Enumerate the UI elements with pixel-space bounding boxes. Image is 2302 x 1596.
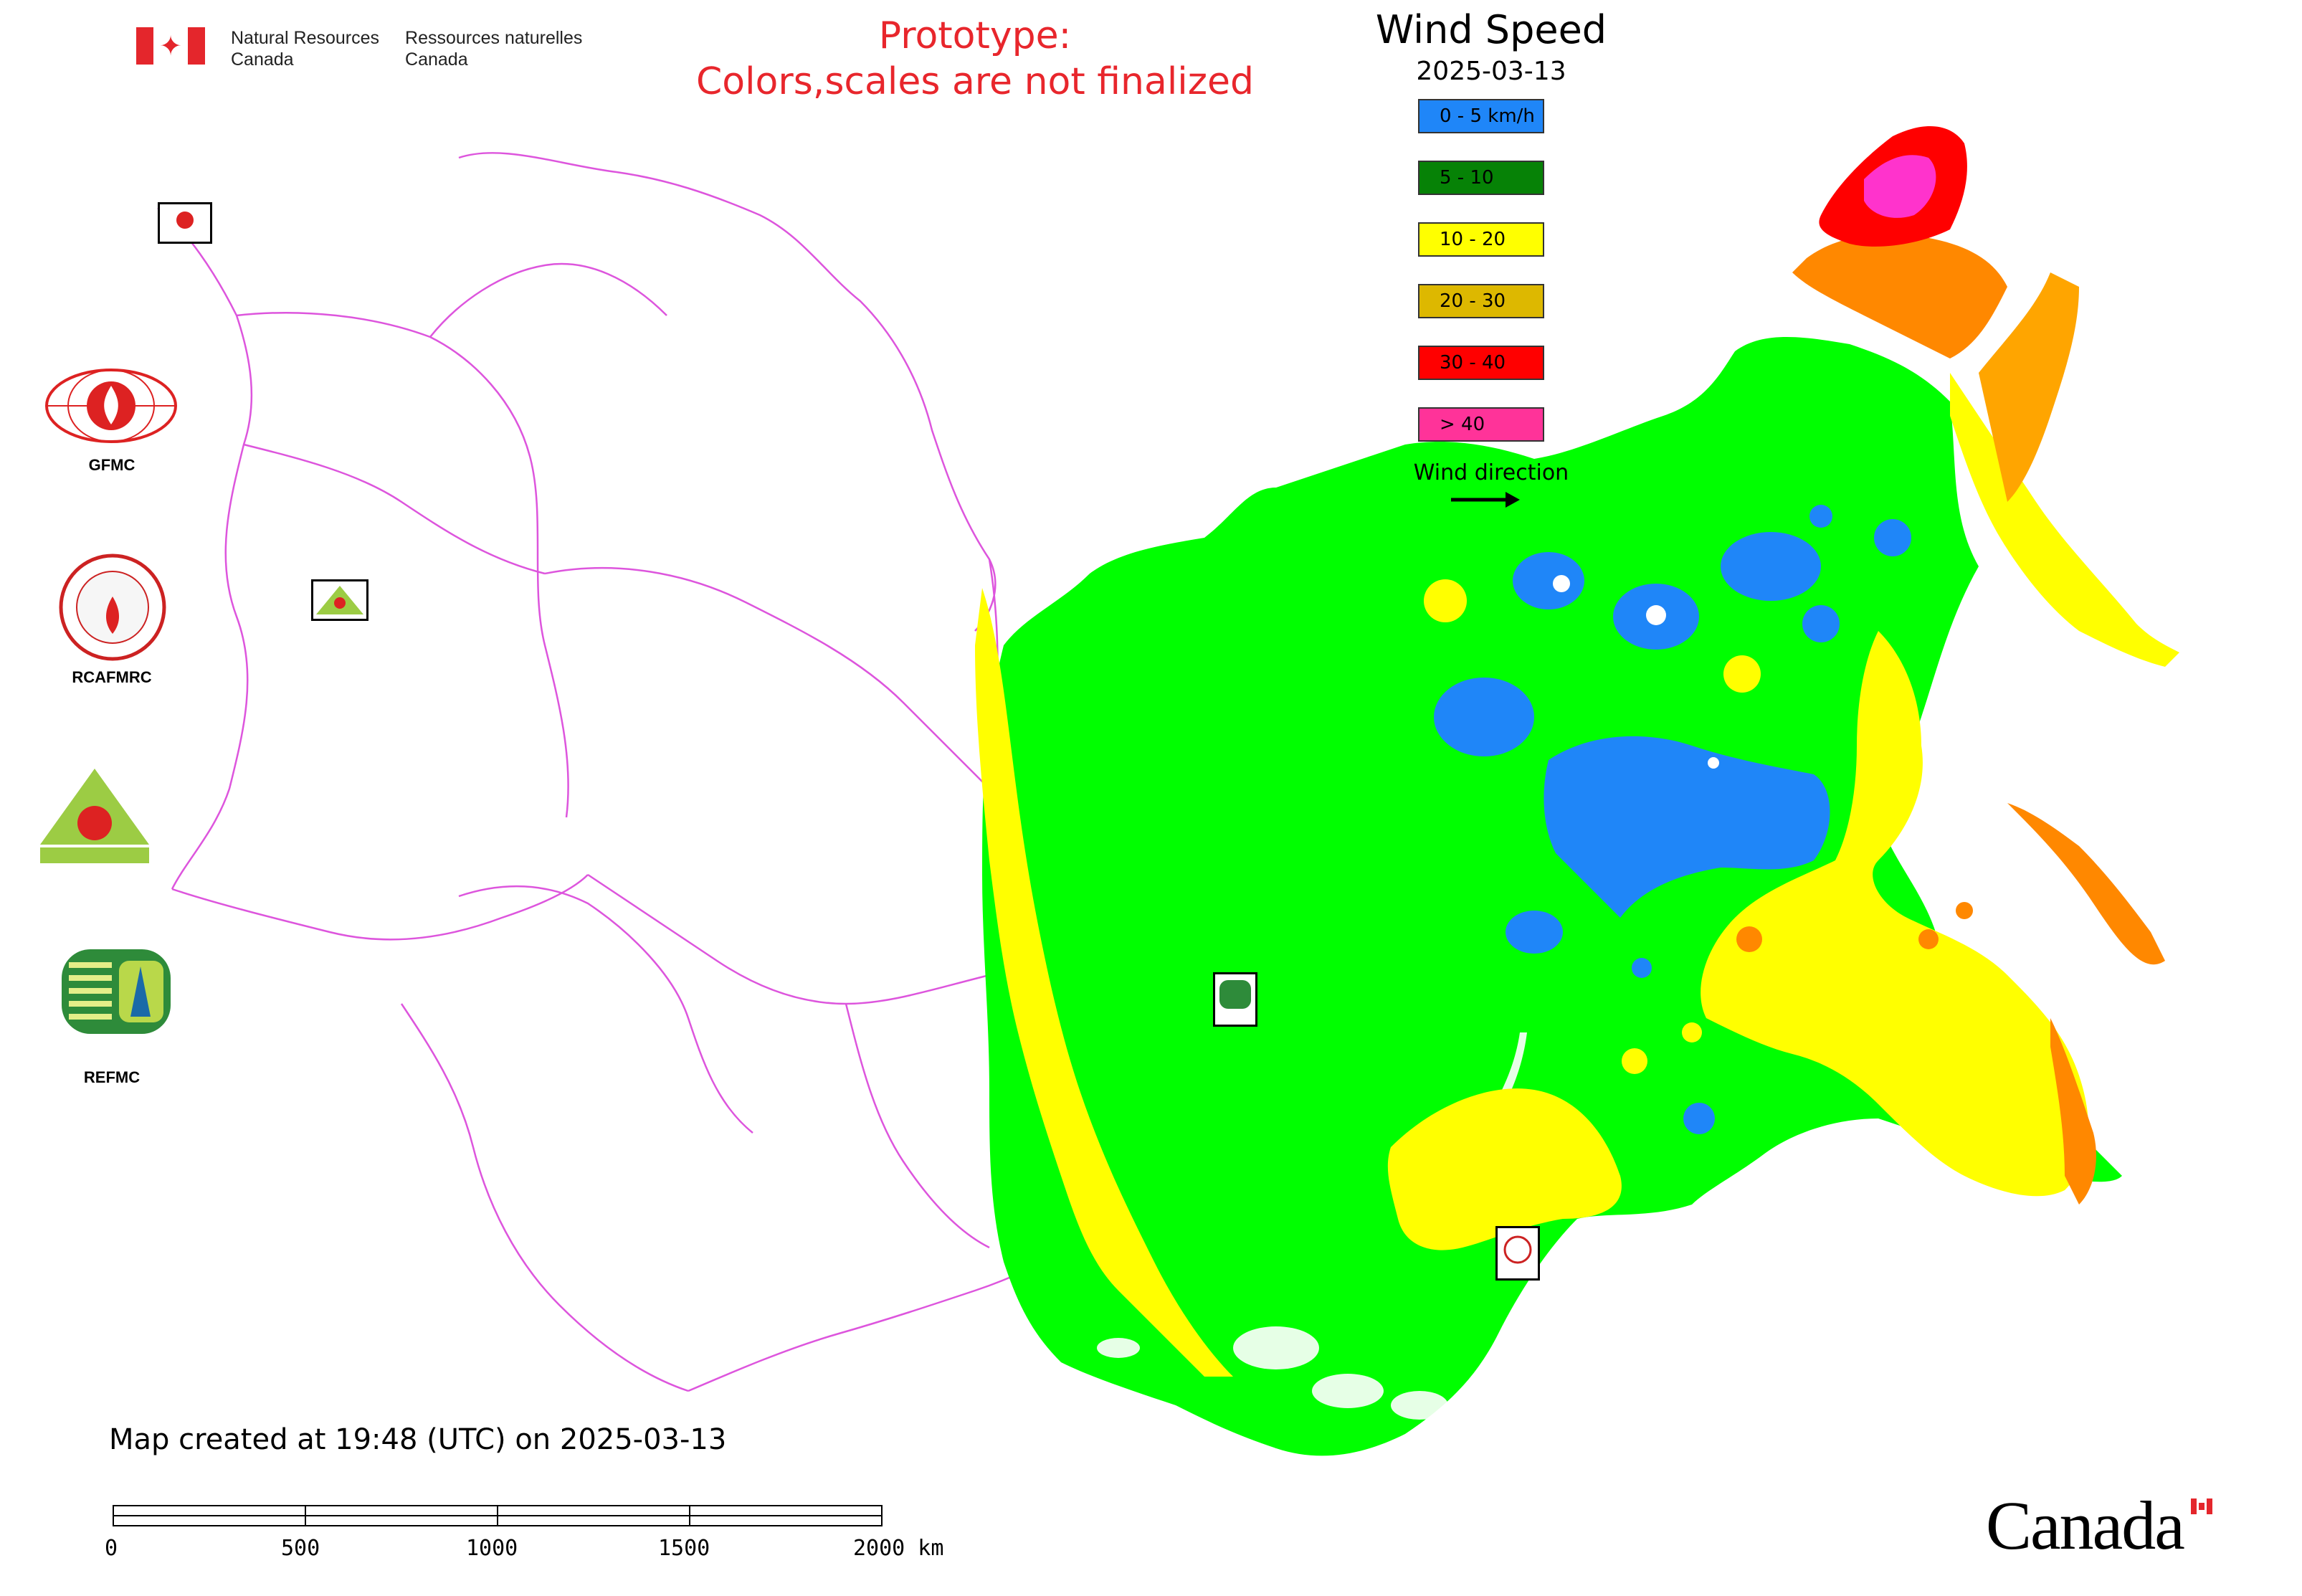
wind-zone-10-20-west	[975, 588, 1233, 1377]
wind-zone-10-20-south	[1387, 1088, 1622, 1250]
canada-wordmark: Canada	[1986, 1487, 2185, 1564]
lake-markers	[1553, 575, 1719, 769]
canada-flag-icon: ✦	[136, 27, 205, 65]
dept-name-fr: Ressources naturelles Canada	[405, 28, 583, 70]
scale-tick-0: 0	[105, 1536, 118, 1561]
reefmc-emblem-icon	[40, 769, 149, 863]
gfmc-logo	[43, 364, 179, 453]
lake-speckles	[1097, 1032, 1527, 1420]
legend-swatch-30-40: 30 - 40	[1418, 346, 1544, 380]
gfmc-label: GFMC	[88, 456, 135, 474]
wind-direction-label: Wind direction	[1413, 460, 1569, 485]
legend-swatch-20-30: 20 - 30	[1418, 284, 1544, 318]
scale-tick-2000: 2000 km	[853, 1536, 944, 1561]
dept-name-en: Natural Resources Canada	[231, 28, 380, 70]
prototype-notice: Prototype: Colors,scales are not finaliz…	[695, 14, 1255, 103]
wind-zone-20-30-chukotka	[1792, 234, 2007, 358]
refmc-emblem-icon	[62, 949, 171, 1034]
wind-zone-0-5	[1434, 505, 1911, 1134]
country-boundaries	[157, 152, 1090, 1392]
map-created-caption: Map created at 19:48 (UTC) on 2025-03-13	[109, 1423, 727, 1456]
rcafmrc-logo	[59, 554, 166, 664]
legend-date: 2025-03-13	[1416, 57, 1566, 86]
scale-tick-1500: 1500	[658, 1536, 710, 1561]
wind-zone-10-20-east	[1701, 631, 2089, 1197]
rcafmrc-emblem-icon	[59, 554, 166, 661]
wordmark-flag-icon	[2191, 1498, 2212, 1514]
legend-swatch-5-10: 5 - 10	[1418, 161, 1544, 195]
wind-zone-20-30-southeast	[2007, 803, 2165, 965]
wind-zone-20-30-sakhalin	[2050, 1018, 2096, 1205]
rcafmrc-label: RCAFMRC	[72, 668, 152, 686]
refmc-map-marker-icon	[1213, 972, 1257, 1027]
legend-swatch-0-5: 0 - 5 km/h	[1418, 99, 1544, 133]
reefmc-map-marker-icon	[311, 579, 368, 621]
gfmc-emblem-icon	[45, 369, 177, 443]
reefmc-logo	[37, 766, 152, 876]
wind-zone-20-30-northeast	[1979, 272, 2079, 502]
legend-swatch-over-40: > 40	[1418, 407, 1544, 442]
scale-tick-500: 500	[281, 1536, 320, 1561]
wind-spots-10-20	[1424, 579, 1761, 1074]
refmc-logo	[59, 945, 173, 1041]
wind-zone-over-40-chukotka	[1864, 155, 1936, 218]
rcafmrc-map-marker-icon	[1495, 1226, 1540, 1281]
refmc-label: REFMC	[83, 1068, 141, 1086]
scale-tick-1000: 1000	[466, 1536, 518, 1561]
wind-direction-arrow-icon	[1451, 492, 1520, 508]
wind-zone-10-20-northeast	[1950, 373, 2179, 667]
gfmc-map-marker-icon	[158, 202, 212, 244]
legend-title: Wind Speed	[1375, 7, 1607, 52]
wind-spots-20-30	[1736, 902, 1973, 952]
legend-swatch-10-20: 10 - 20	[1418, 222, 1544, 257]
nrcan-signature: ✦ Natural Resources Canada Ressources na…	[136, 27, 582, 70]
scale-bar	[113, 1505, 883, 1526]
